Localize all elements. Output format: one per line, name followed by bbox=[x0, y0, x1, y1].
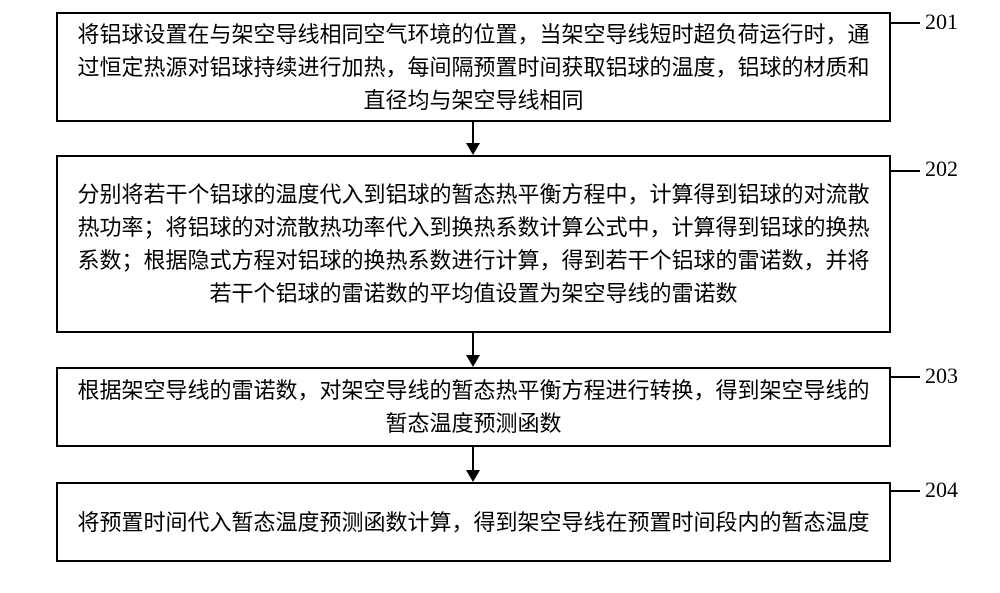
step-text: 将铝球设置在与架空导线相同空气环境的位置，当架空导线短时超负荷运行时，通过恒定热… bbox=[72, 18, 875, 117]
step-box-202: 分别将若干个铝球的温度代入到铝球的暂态热平衡方程中，计算得到铝球的对流散热功率；… bbox=[56, 155, 891, 333]
step-box-203: 根据架空导线的雷诺数，对架空导线的暂态热平衡方程进行转换，得到架空导线的暂态温度… bbox=[56, 367, 891, 447]
step-text: 将预置时间代入暂态温度预测函数计算，得到架空导线在预置时间段内的暂态温度 bbox=[77, 506, 869, 539]
step-label-202: 202 bbox=[925, 156, 958, 182]
step-label-204: 204 bbox=[925, 477, 958, 503]
arrow-line bbox=[472, 447, 474, 470]
label-connector-line bbox=[891, 22, 920, 24]
step-box-201: 将铝球设置在与架空导线相同空气环境的位置，当架空导线短时超负荷运行时，通过恒定热… bbox=[56, 12, 891, 122]
arrow-head bbox=[466, 355, 480, 367]
step-box-204: 将预置时间代入暂态温度预测函数计算，得到架空导线在预置时间段内的暂态温度 bbox=[56, 482, 891, 562]
flowchart-container: 将铝球设置在与架空导线相同空气环境的位置，当架空导线短时超负荷运行时，通过恒定热… bbox=[0, 0, 1000, 593]
step-text: 分别将若干个铝球的温度代入到铝球的暂态热平衡方程中，计算得到铝球的对流散热功率；… bbox=[72, 178, 875, 310]
label-connector-line bbox=[891, 170, 920, 172]
step-label-201: 201 bbox=[925, 9, 958, 35]
step-text: 根据架空导线的雷诺数，对架空导线的暂态热平衡方程进行转换，得到架空导线的暂态温度… bbox=[72, 374, 875, 440]
label-connector-line bbox=[891, 376, 920, 378]
arrow-line bbox=[472, 333, 474, 355]
arrow-head bbox=[466, 143, 480, 155]
label-connector-line bbox=[891, 490, 920, 492]
arrow-line bbox=[472, 122, 474, 143]
arrow-head bbox=[466, 470, 480, 482]
step-label-203: 203 bbox=[925, 363, 958, 389]
